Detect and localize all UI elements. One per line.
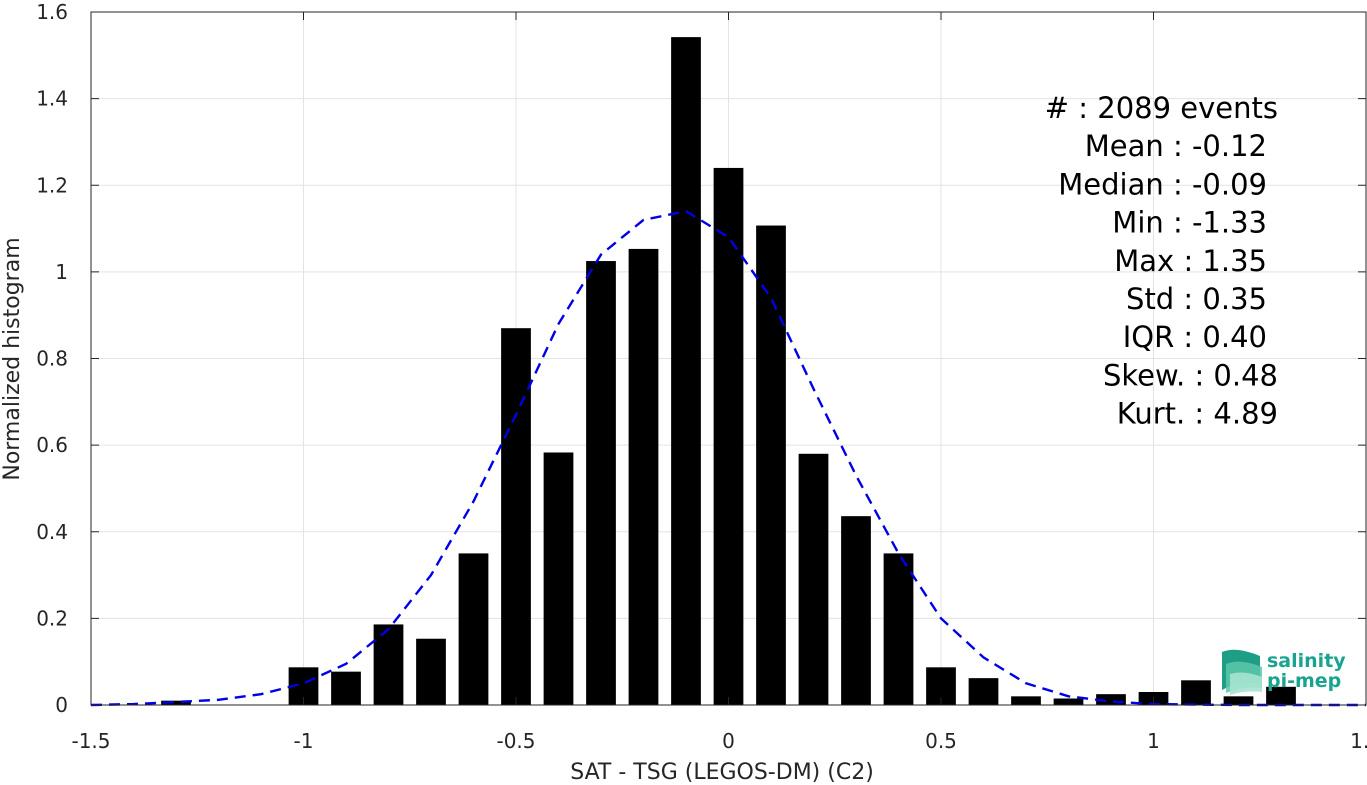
histogram-bar xyxy=(968,678,999,705)
histogram-bar xyxy=(1266,686,1296,705)
y-tick-label: 0.4 xyxy=(36,520,68,544)
x-tick-label: -0.5 xyxy=(496,729,535,753)
stats-line: Max : 1.35 xyxy=(1114,244,1267,278)
axes-box xyxy=(90,11,1367,706)
x-tick-labels: -1.5 -1 -0.5 0 0.5 1 1.5 xyxy=(71,729,1367,753)
histogram-bar xyxy=(756,225,786,705)
y-tick-label: 1.4 xyxy=(36,87,68,111)
histogram-bar xyxy=(161,700,191,705)
histogram-bar xyxy=(331,671,361,705)
histogram-bar xyxy=(543,452,574,705)
logo-line2: pi-mep xyxy=(1267,670,1341,692)
stats-line: Std : 0.35 xyxy=(1126,282,1267,316)
histogram-bar xyxy=(1011,696,1041,705)
histogram-bar xyxy=(586,261,616,705)
x-tick-label: 1.5 xyxy=(1350,729,1367,753)
y-axis-label: Normalized histogram xyxy=(0,237,25,480)
histogram-bar xyxy=(1181,680,1211,705)
stats-line: Median : -0.09 xyxy=(1058,167,1267,201)
histogram-bar xyxy=(416,638,446,705)
y-tick-labels: 0 0.2 0.4 0.6 0.8 1 1.2 1.4 1.6 xyxy=(36,0,68,717)
histogram-bar xyxy=(501,328,531,705)
y-tick-label: 0.8 xyxy=(36,347,68,371)
y-tick-label: 0 xyxy=(55,693,68,717)
y-tick-label: 0.2 xyxy=(36,606,68,630)
stats-line: IQR : 0.40 xyxy=(1123,320,1267,354)
y-tick-label: 1.6 xyxy=(36,0,68,24)
stats-line: Mean : -0.12 xyxy=(1085,129,1267,163)
histogram-bar xyxy=(798,453,829,705)
stats-line: Skew. : 0.48 xyxy=(1103,358,1278,392)
histogram-bar xyxy=(458,553,489,705)
histogram-bar xyxy=(671,37,701,705)
wave-logo-icon xyxy=(1222,649,1262,695)
y-tick-label: 1.2 xyxy=(36,173,68,197)
x-axis-label: SAT - TSG (LEGOS-DM) (C2) xyxy=(570,760,874,785)
stats-line: Min : -1.33 xyxy=(1112,206,1267,240)
x-tick-label: 0 xyxy=(722,729,735,753)
histogram-bar xyxy=(1053,698,1084,705)
histogram-bar xyxy=(628,248,659,705)
logo-line1: salinity xyxy=(1267,650,1346,672)
histogram-bars xyxy=(161,37,1296,706)
x-tick-label: -1 xyxy=(294,729,314,753)
y-tick-label: 1 xyxy=(55,260,68,284)
histogram-bar xyxy=(713,167,744,706)
stats-line: Kurt. : 4.89 xyxy=(1117,397,1278,431)
histogram-bar xyxy=(841,516,871,705)
x-tick-label: 0.5 xyxy=(925,729,957,753)
x-tick-label: -1.5 xyxy=(71,729,110,753)
histogram-bar xyxy=(1096,694,1126,705)
histogram-bar xyxy=(883,553,914,705)
salinity-pi-mep-logo: salinity pi-mep xyxy=(1222,649,1346,695)
y-tick-label: 0.6 xyxy=(36,433,68,457)
histogram-bar xyxy=(373,624,404,705)
stats-annotation: # : 2089 events Mean : -0.12 Median : -0.0… xyxy=(1045,91,1278,431)
x-tick-label: 1 xyxy=(1147,729,1160,753)
histogram-bar xyxy=(1223,696,1254,705)
stats-line: # : 2089 events xyxy=(1045,91,1278,125)
